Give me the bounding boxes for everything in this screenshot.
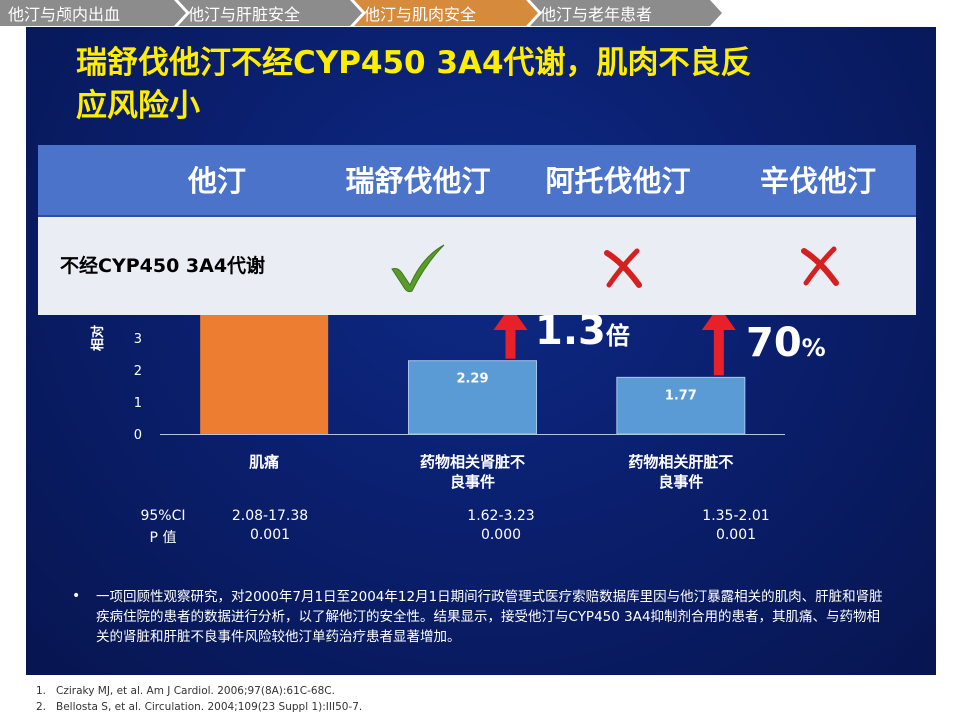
ci-value-liver: 1.35-2.01	[702, 508, 770, 524]
increase-arrow-head	[493, 306, 528, 330]
x-category-label: 良事件	[658, 473, 703, 491]
table-header-row: 他汀 瑞舒伐他汀 阿托伐他汀 辛伐他汀	[38, 145, 916, 217]
annotation-liver: 70%	[746, 320, 826, 366]
annotation-liver-unit: %	[801, 334, 826, 362]
bar-value-label: 2.29	[456, 372, 488, 387]
ci-row-label: 95%CI	[140, 508, 186, 524]
cross-icon	[604, 248, 642, 288]
ci-value-renal: 1.62-3.23	[467, 508, 535, 524]
bar-2	[616, 376, 746, 435]
slide-title-line-1: 瑞舒伐他汀不经CYP450 3A4代谢，肌肉不良反	[76, 45, 752, 81]
check-icon	[391, 244, 445, 293]
y-tick-label: 3	[134, 332, 142, 347]
p-row-label: P 值	[149, 530, 177, 546]
tab-label: 他汀与肌肉安全	[364, 5, 477, 24]
slide-panel	[26, 27, 936, 675]
y-tick-label: 1	[134, 396, 142, 411]
reference-text: Cziraky MJ, et al. Am J Cardiol. 2006;97…	[56, 685, 335, 697]
tab-liver-safety[interactable]: 他汀与肝脏安全	[178, 0, 362, 26]
annotation-renal-unit: 倍	[605, 322, 630, 350]
tab-elderly-patients[interactable]: 他汀与老年患者	[530, 0, 722, 26]
reference-text: Bellosta S, et al. Circulation. 2004;109…	[56, 701, 363, 713]
study-note: 一项回顾性观察研究，对2000年7月1日至2004年12月1日期间行政管理式医疗…	[96, 589, 883, 645]
x-category-label: 肌痛	[249, 453, 279, 471]
p-value-renal: 0.000	[480, 527, 522, 543]
header-rosuvastatin: 瑞舒伐他汀	[345, 164, 491, 198]
reference-number: 1.	[36, 685, 47, 697]
row-label-cyp450: 不经CYP450 3A4代谢	[60, 255, 266, 277]
reference-item: 1. Cziraky MJ, et al. Am J Cardiol. 2006…	[36, 683, 362, 699]
increase-arrow-head	[701, 306, 736, 330]
x-category-label: 药物相关肝脏不	[628, 453, 733, 471]
tab-label: 他汀与肝脏安全	[188, 5, 301, 24]
x-category-label: 良事件	[450, 473, 495, 491]
y-tick-label: 2	[134, 364, 142, 379]
bar-1	[408, 360, 537, 435]
metabolism-comparison-table: 他汀 瑞舒伐他汀 阿托伐他汀 辛伐他汀 不经CYP450 3A4代谢	[38, 145, 916, 315]
header-statin: 他汀	[187, 164, 246, 198]
reference-item: 2. Bellosta S, et al. Circulation. 2004;…	[36, 699, 362, 715]
bar-0	[200, 306, 329, 434]
tab-intracranial-hemorrhage[interactable]: 他汀与颅内出血	[0, 0, 186, 26]
p-value-liver: 0.001	[715, 527, 757, 543]
annotation-renal-number: 1.3	[535, 308, 606, 354]
reference-number: 2.	[36, 701, 47, 713]
increase-arrow-shaft	[505, 328, 516, 359]
tab-label: 他汀与老年患者	[540, 5, 653, 24]
slide-title-line-2: 应风险小	[76, 88, 200, 124]
header-atorvastatin: 阿托伐他汀	[545, 164, 691, 198]
tab-label: 他汀与颅内出血	[8, 5, 121, 24]
annotation-liver-number: 70	[746, 320, 802, 366]
cross-icon	[801, 246, 839, 286]
tab-muscle-safety[interactable]: 他汀与肌肉安全	[354, 0, 538, 26]
ci-value-myalgia: 2.08-17.38	[231, 508, 309, 524]
y-tick-label: 0	[134, 428, 142, 443]
slide-title: 瑞舒伐他汀不经CYP450 3A4代谢，肌肉不良反 应风险小	[76, 42, 876, 128]
table-row: 不经CYP450 3A4代谢	[38, 217, 916, 315]
references: 1. Cziraky MJ, et al. Am J Cardiol. 2006…	[36, 683, 362, 715]
annotation-renal: 1.3倍	[535, 308, 630, 354]
header-simvastatin: 辛伐他汀	[759, 164, 876, 198]
bar-value-label: 1.77	[665, 388, 697, 403]
section-nav: 他汀与颅内出血 他汀与肝脏安全 他汀与肌肉安全 他汀与老年患者	[0, 0, 960, 27]
p-value-myalgia: 0.001	[249, 527, 291, 543]
note-bullet: •	[72, 588, 81, 604]
x-category-label: 药物相关肾脏不	[420, 453, 525, 471]
increase-arrow-shaft	[713, 328, 724, 376]
y-axis-title: 相对	[90, 325, 106, 351]
